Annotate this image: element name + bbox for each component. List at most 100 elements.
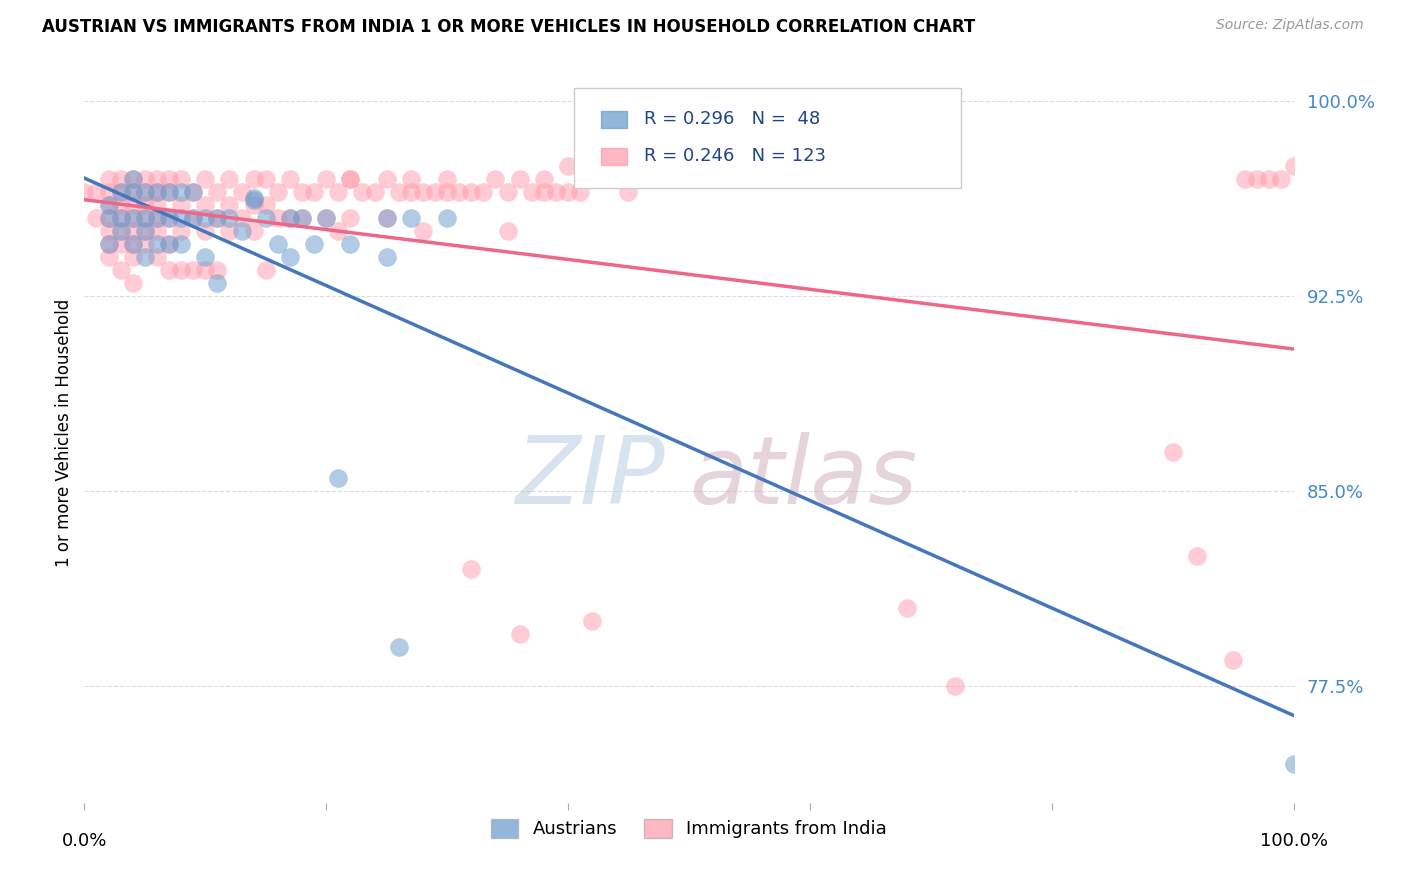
Point (436, 172, 458, 186)
Point (399, 186, 422, 200)
FancyBboxPatch shape (574, 88, 962, 188)
Point (86, 186, 108, 200)
Point (207, 277, 229, 291)
Point (423, 186, 446, 200)
Point (134, 186, 156, 200)
Point (339, 237, 361, 252)
Point (97, 250, 120, 264)
FancyBboxPatch shape (600, 112, 627, 128)
Text: ZIP: ZIP (515, 432, 665, 523)
Point (121, 172, 143, 186)
Point (242, 172, 264, 186)
Point (121, 277, 143, 291)
Point (218, 211, 240, 226)
Point (170, 263, 193, 277)
Point (73, 186, 96, 200)
Point (242, 198, 264, 212)
Point (1185, 549, 1208, 563)
Point (242, 193, 264, 207)
Point (328, 186, 350, 200)
Text: 100.0%: 100.0% (1260, 832, 1327, 850)
Point (97, 237, 120, 252)
Point (375, 211, 398, 226)
Point (617, 186, 640, 200)
Point (375, 211, 398, 226)
Point (352, 186, 374, 200)
Point (134, 250, 156, 264)
Point (291, 211, 314, 226)
Legend: Austrians, Immigrants from India: Austrians, Immigrants from India (484, 812, 894, 846)
Point (110, 172, 132, 186)
Point (157, 237, 180, 252)
Point (375, 172, 398, 186)
Point (678, 172, 700, 186)
Point (254, 211, 277, 226)
Point (896, 601, 918, 615)
Point (134, 186, 156, 200)
Point (170, 198, 193, 212)
Point (134, 198, 156, 212)
Point (110, 237, 132, 252)
Point (194, 211, 217, 226)
Point (194, 198, 217, 212)
Point (97, 172, 120, 186)
Point (207, 263, 229, 277)
Point (157, 211, 180, 226)
Point (170, 237, 193, 252)
Point (339, 172, 361, 186)
Point (315, 211, 337, 226)
Point (194, 172, 217, 186)
Text: Source: ZipAtlas.com: Source: ZipAtlas.com (1216, 18, 1364, 32)
Point (110, 186, 132, 200)
Point (267, 211, 290, 226)
Point (97, 198, 120, 212)
Point (509, 627, 531, 641)
Point (157, 237, 180, 252)
Point (170, 211, 193, 226)
Point (86, 211, 108, 226)
Point (328, 224, 350, 238)
Point (399, 211, 422, 226)
Point (97, 211, 120, 226)
Point (218, 224, 240, 238)
Point (496, 186, 519, 200)
Point (121, 172, 143, 186)
Point (110, 224, 132, 238)
Point (121, 237, 143, 252)
Point (231, 224, 253, 238)
Text: R = 0.246   N = 123: R = 0.246 N = 123 (644, 147, 827, 165)
Point (134, 224, 156, 238)
Point (533, 186, 555, 200)
Point (339, 211, 361, 226)
Point (146, 224, 169, 238)
Point (121, 237, 143, 252)
Point (569, 186, 592, 200)
Point (460, 562, 482, 576)
Point (134, 172, 156, 186)
Point (134, 211, 156, 226)
Y-axis label: 1 or more Vehicles in Household: 1 or more Vehicles in Household (55, 299, 73, 566)
Point (388, 640, 411, 654)
Point (436, 211, 458, 226)
Point (388, 186, 411, 200)
Point (302, 237, 325, 252)
Point (231, 211, 253, 226)
Point (557, 186, 579, 200)
Point (110, 186, 132, 200)
FancyBboxPatch shape (600, 148, 627, 165)
Point (121, 211, 143, 226)
Point (267, 237, 290, 252)
Point (315, 172, 337, 186)
Point (181, 211, 204, 226)
Point (110, 198, 132, 212)
Point (472, 186, 495, 200)
Point (181, 263, 204, 277)
Point (157, 172, 180, 186)
Point (291, 186, 314, 200)
Point (1282, 756, 1305, 771)
Point (170, 186, 193, 200)
Point (121, 186, 143, 200)
Point (1161, 445, 1184, 459)
Point (412, 186, 434, 200)
Point (436, 186, 458, 200)
